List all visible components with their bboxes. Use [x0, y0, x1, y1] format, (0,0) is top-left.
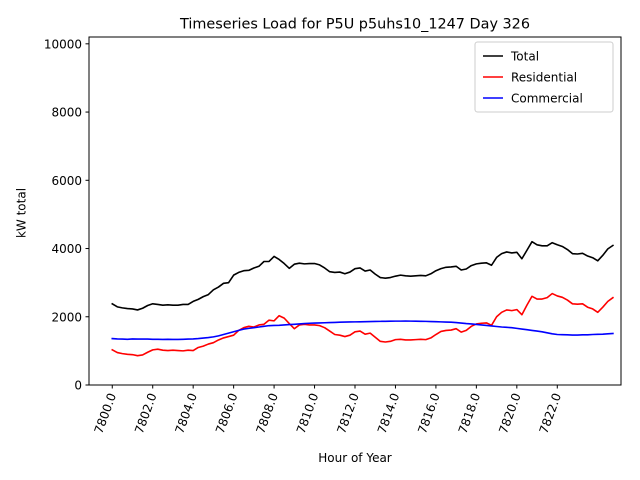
legend-items: Total Residential Commercial	[483, 50, 583, 106]
series-layer	[111, 240, 615, 357]
series-line-commercial	[111, 320, 614, 341]
y-tick-label: 4000	[51, 242, 82, 256]
y-tick-label: 2000	[51, 310, 82, 324]
legend-box	[474, 41, 614, 113]
series-line-total	[111, 240, 615, 311]
y-tick-label: 10000	[44, 37, 82, 51]
y-tick-label: 0	[74, 379, 82, 393]
y-axis-ticks: 0 2000 4000 6000 8000 10000	[44, 37, 89, 393]
chart-title: Timeseries Load for P5U p5uhs10_1247 Day…	[179, 17, 530, 33]
legend-label-total: Total	[510, 50, 539, 64]
y-axis-label: kW total	[15, 188, 29, 238]
legend-label-commercial: Commercial	[511, 92, 583, 106]
x-axis-label: Hour of Year	[318, 451, 392, 465]
legend-label-residential: Residential	[511, 71, 577, 85]
y-tick-label: 8000	[51, 106, 82, 120]
series-line-residential	[111, 292, 615, 357]
legend: Total Residential Commercial	[474, 41, 614, 113]
y-tick-label: 6000	[51, 174, 82, 188]
